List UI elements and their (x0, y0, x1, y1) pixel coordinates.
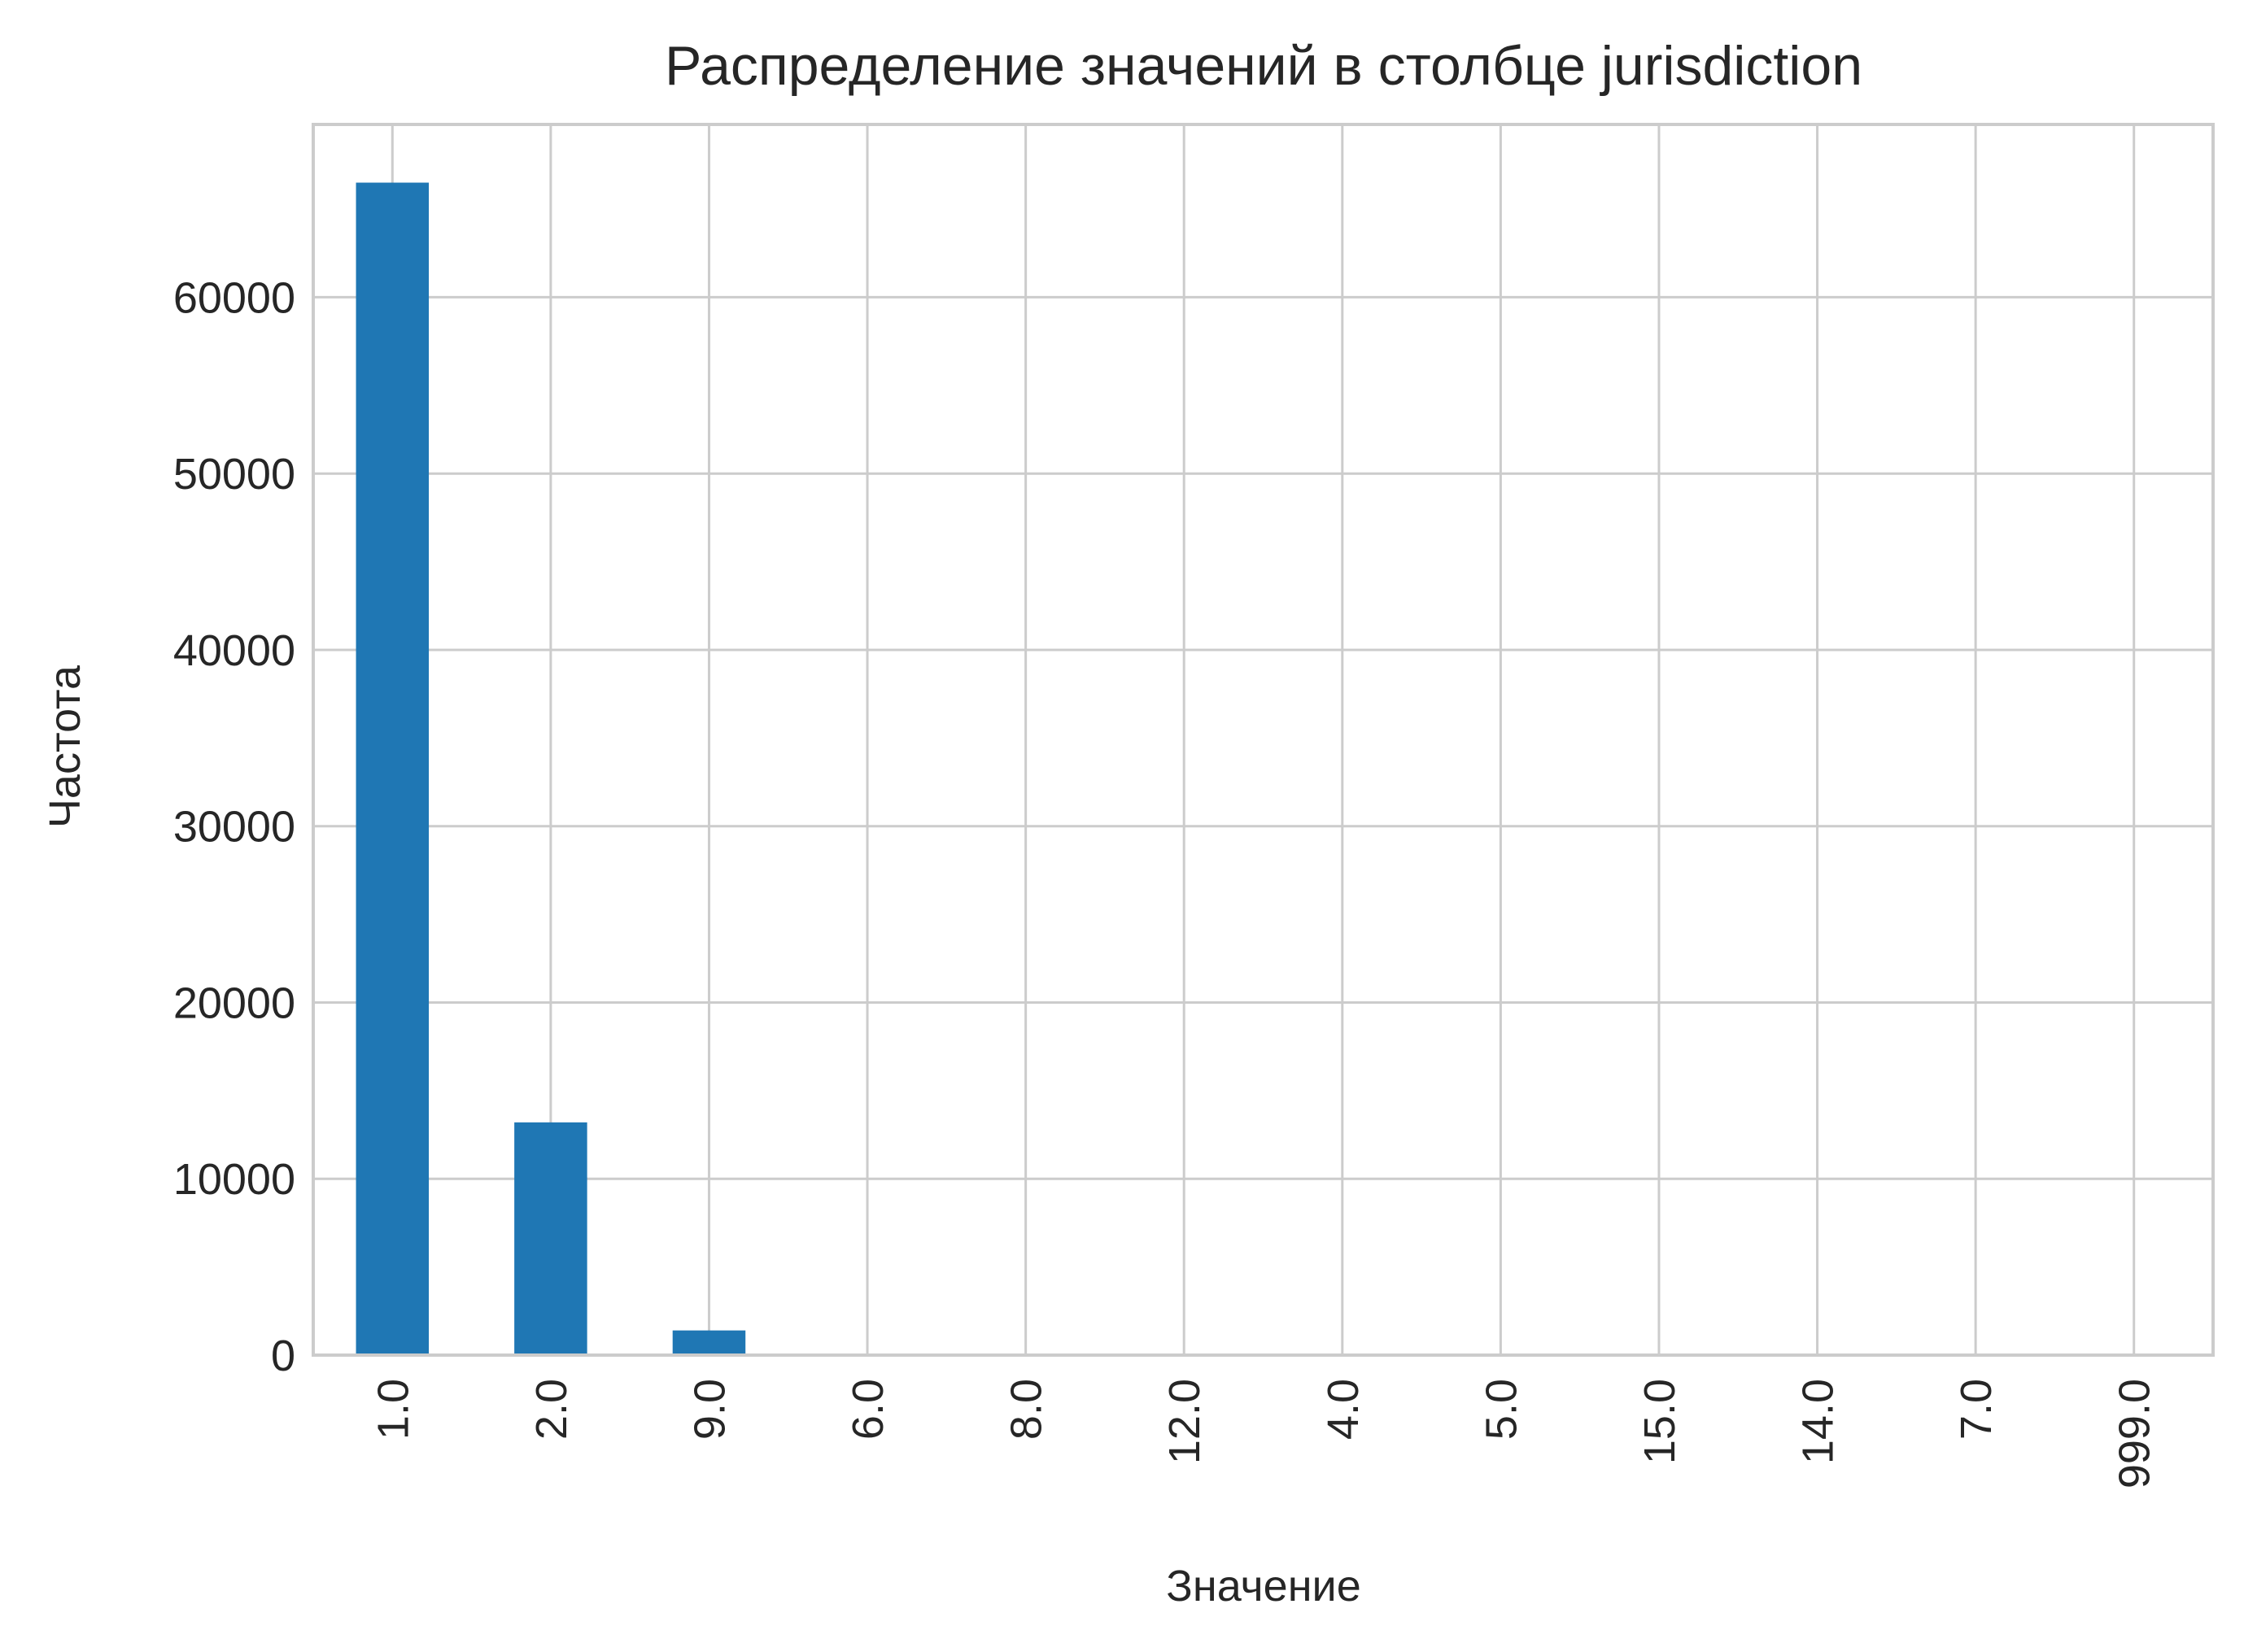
y-tick-label: 40000 (173, 626, 295, 675)
x-tick-label: 1.0 (369, 1379, 417, 1440)
x-tick-label: 999.0 (2111, 1379, 2159, 1489)
x-tick-label: 2.0 (527, 1379, 576, 1440)
x-tick-label: 8.0 (1002, 1379, 1051, 1440)
bar (673, 1331, 746, 1355)
y-tick-label: 30000 (173, 803, 295, 852)
x-tick-label: 5.0 (1477, 1379, 1526, 1440)
x-tick-label: 6.0 (844, 1379, 893, 1440)
y-axis-label: Частота (41, 665, 89, 828)
x-tick-label: 9.0 (685, 1379, 734, 1440)
bar (356, 183, 430, 1355)
y-tick-label: 20000 (173, 979, 295, 1027)
chart-title: Распределение значений в столбце jurisdi… (665, 35, 1862, 97)
y-tick-label: 0 (271, 1332, 295, 1380)
x-tick-label: 12.0 (1160, 1379, 1209, 1464)
bar (514, 1122, 587, 1355)
y-tick-label: 10000 (173, 1155, 295, 1204)
x-tick-label: 15.0 (1635, 1379, 1684, 1464)
x-axis-label: Значение (1166, 1562, 1360, 1611)
y-tick-label: 60000 (173, 273, 295, 322)
x-tick-label: 14.0 (1794, 1379, 1843, 1464)
x-tick-label: 4.0 (1319, 1379, 1368, 1440)
x-tick-label: 7.0 (1952, 1379, 2001, 1440)
y-tick-label: 50000 (173, 450, 295, 499)
